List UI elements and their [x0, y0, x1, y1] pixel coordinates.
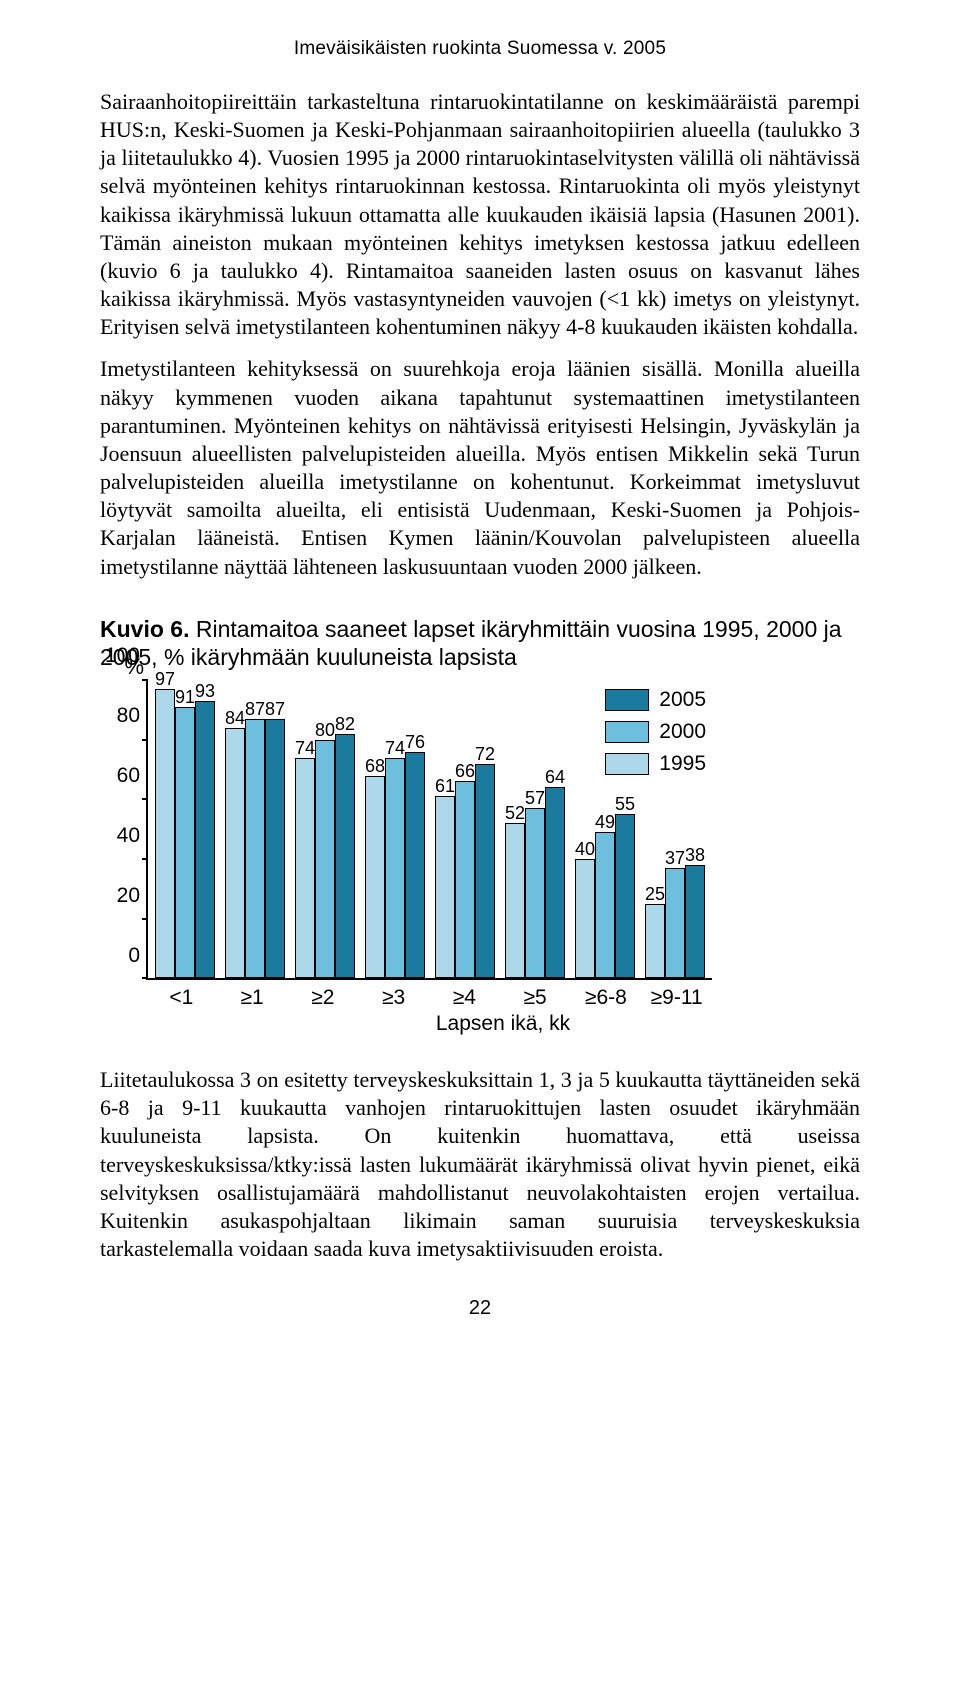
- bar-group: 616672: [435, 680, 495, 978]
- y-tick-mark: [142, 798, 148, 800]
- legend-label: 2000: [659, 720, 706, 744]
- x-tick-label: ≥2: [292, 986, 354, 1010]
- bar-value-label: 55: [615, 794, 635, 815]
- x-tick-label: ≥1: [221, 986, 283, 1010]
- legend-item: 1995: [605, 752, 706, 776]
- legend: 2005 2000 1995: [605, 688, 706, 784]
- figure-caption-prefix: Kuvio 6.: [100, 616, 196, 642]
- legend-swatch: [605, 753, 649, 775]
- bar-2000: 66: [455, 781, 475, 978]
- x-tick-label: ≥3: [363, 986, 425, 1010]
- y-tick-label: 80: [117, 704, 140, 728]
- y-tick-mark: [142, 918, 148, 920]
- bar-value-label: 84: [225, 708, 245, 729]
- page-number: 22: [100, 1297, 860, 1320]
- bar-group: 748082: [295, 680, 355, 978]
- x-tick-label: ≥5: [504, 986, 566, 1010]
- bar-value-label: 49: [595, 812, 615, 833]
- bar-2000: 80: [315, 740, 335, 978]
- bar-1995: 97: [155, 689, 175, 978]
- bar-value-label: 97: [155, 669, 175, 690]
- bar-1995: 68: [365, 776, 385, 979]
- plot-area: 9791938487877480826874766166725257644049…: [146, 680, 712, 980]
- paragraph-1: Sairaanhoitopiireittäin tarkasteltuna ri…: [100, 88, 860, 341]
- y-tick-label: 60: [117, 764, 140, 788]
- legend-label: 2005: [659, 688, 706, 712]
- bar-2005: 38: [685, 865, 705, 978]
- bar-2005: 76: [405, 752, 425, 978]
- bar-value-label: 87: [245, 699, 265, 720]
- chart-kuvio6: % 020406080100 9791938487877480826874766…: [100, 680, 860, 1036]
- bar-value-label: 76: [405, 732, 425, 753]
- x-tick-label: ≥4: [433, 986, 495, 1010]
- document-header: Imeväisikäisten ruokinta Suomessa v. 200…: [100, 38, 860, 60]
- bar-value-label: 25: [645, 884, 665, 905]
- bar-value-label: 80: [315, 720, 335, 741]
- bar-2005: 87: [265, 719, 285, 978]
- bar-1995: 74: [295, 758, 315, 979]
- bar-group: 525764: [505, 680, 565, 978]
- legend-label: 1995: [659, 752, 706, 776]
- bar-2005: 72: [475, 764, 495, 979]
- paragraph-3: Liitetaulukossa 3 on esitetty terveyskes…: [100, 1066, 860, 1263]
- bar-group: 848787: [225, 680, 285, 978]
- x-tick-label: <1: [150, 986, 212, 1010]
- bar-value-label: 37: [665, 848, 685, 869]
- bar-2005: 82: [335, 734, 355, 978]
- bar-value-label: 61: [435, 776, 455, 797]
- legend-swatch: [605, 689, 649, 711]
- bar-value-label: 52: [505, 803, 525, 824]
- bar-value-label: 87: [265, 699, 285, 720]
- bar-2000: 37: [665, 868, 685, 978]
- bar-value-label: 72: [475, 744, 495, 765]
- y-tick-mark: [142, 858, 148, 860]
- bar-value-label: 57: [525, 788, 545, 809]
- y-tick-mark: [142, 679, 148, 681]
- bar-1995: 40: [575, 859, 595, 978]
- bar-value-label: 91: [175, 687, 195, 708]
- figure-caption: Kuvio 6. Rintamaitoa saaneet lapset ikär…: [100, 615, 860, 673]
- bar-2000: 57: [525, 808, 545, 978]
- bar-2000: 87: [245, 719, 265, 978]
- figure-caption-text: Rintamaitoa saaneet lapset ikäryhmittäin…: [100, 616, 842, 671]
- x-tick-label: ≥9-11: [646, 986, 708, 1010]
- bar-value-label: 64: [545, 767, 565, 788]
- bar-2000: 74: [385, 758, 405, 979]
- bar-2005: 64: [545, 787, 565, 978]
- bar-2000: 49: [595, 832, 615, 978]
- bar-2005: 55: [615, 814, 635, 978]
- bar-value-label: 74: [295, 738, 315, 759]
- bar-1995: 61: [435, 796, 455, 978]
- y-axis: % 020406080100: [100, 680, 146, 980]
- legend-item: 2000: [605, 720, 706, 744]
- bar-value-label: 38: [685, 845, 705, 866]
- x-tick-label: ≥6-8: [575, 986, 637, 1010]
- bar-group: 979193: [155, 680, 215, 978]
- x-axis-label: Lapsen ikä, kk: [100, 1012, 860, 1036]
- bar-value-label: 40: [575, 839, 595, 860]
- bar-1995: 25: [645, 904, 665, 979]
- y-tick-label: 20: [117, 884, 140, 908]
- y-tick-mark: [142, 739, 148, 741]
- bar-value-label: 93: [195, 681, 215, 702]
- y-tick-label: 40: [117, 824, 140, 848]
- bar-1995: 84: [225, 728, 245, 978]
- paragraph-2: Imetystilanteen kehityksessä on suurehko…: [100, 355, 860, 580]
- bar-value-label: 82: [335, 714, 355, 735]
- bar-2000: 91: [175, 707, 195, 978]
- bar-value-label: 68: [365, 756, 385, 777]
- bar-1995: 52: [505, 823, 525, 978]
- legend-item: 2005: [605, 688, 706, 712]
- bar-value-label: 66: [455, 761, 475, 782]
- x-axis-ticks: <1 ≥1 ≥2 ≥3 ≥4 ≥5 ≥6-8 ≥9-11: [100, 986, 712, 1010]
- bar-2005: 93: [195, 701, 215, 978]
- y-tick-mark: [142, 977, 148, 979]
- bar-value-label: 74: [385, 738, 405, 759]
- legend-swatch: [605, 721, 649, 743]
- bar-group: 687476: [365, 680, 425, 978]
- y-tick-label: 0: [128, 944, 140, 968]
- y-tick-label: 100: [105, 644, 140, 668]
